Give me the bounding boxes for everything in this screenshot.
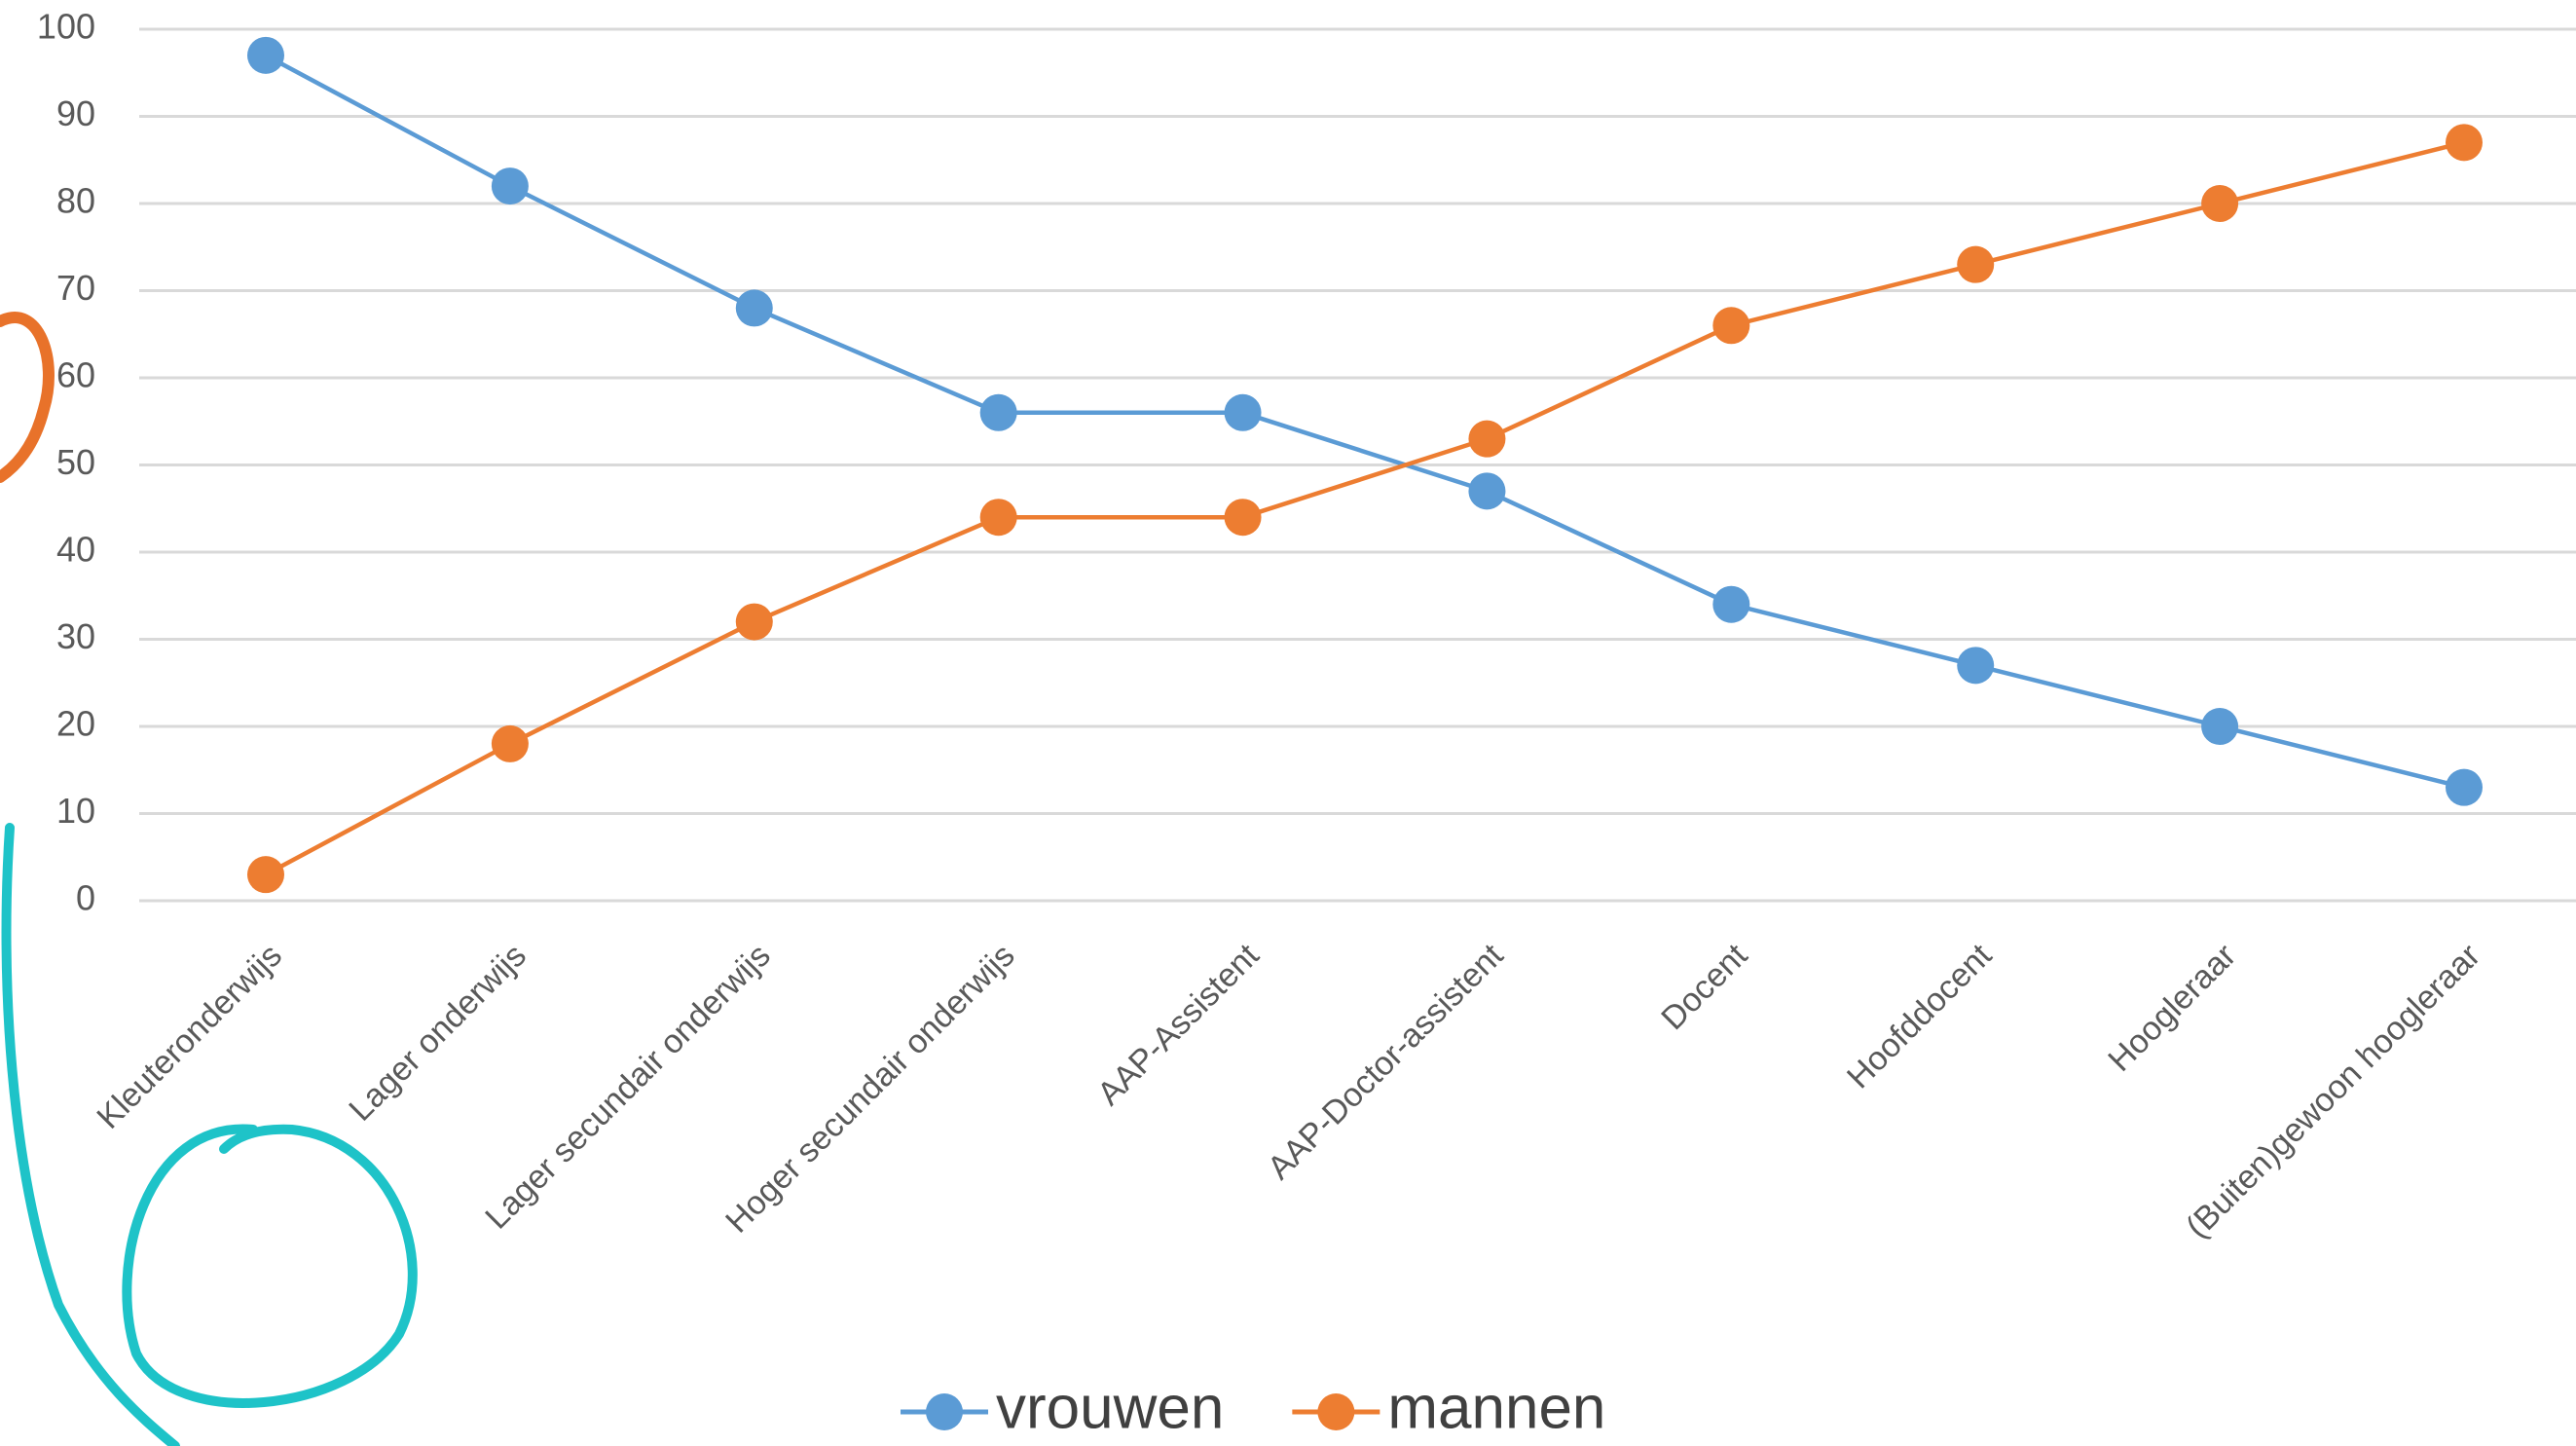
x-tick-label: (Buiten)gewoon hoogleraar (2179, 937, 2487, 1245)
x-tick-label: Hoger secundair onderwijs (718, 937, 1022, 1241)
data-point (247, 36, 284, 74)
x-tick-label: Lager secundair onderwijs (478, 937, 778, 1237)
y-tick-label: 10 (56, 791, 95, 831)
cyan-scribble (1, 823, 180, 1446)
data-point (247, 856, 284, 894)
y-tick-label: 100 (37, 7, 95, 47)
decoration (0, 312, 418, 1446)
x-tick-label: Kleuteronderwijs (90, 937, 289, 1136)
orange-scribble (0, 312, 55, 483)
data-point (2201, 185, 2239, 222)
data-point (2446, 124, 2483, 162)
x-tick-label: Hoogleraar (2101, 937, 2243, 1079)
x-tick-label: Docent (1654, 937, 1754, 1037)
x-tick-label: Hoofddocent (1840, 937, 2000, 1096)
y-tick-label: 20 (56, 704, 95, 744)
data-point (1224, 499, 1262, 537)
y-tick-label: 40 (56, 530, 95, 570)
data-point (979, 499, 1017, 537)
legend-marker (926, 1393, 963, 1430)
y-tick-label: 80 (56, 181, 95, 221)
data-point (979, 393, 1017, 431)
y-tick-label: 50 (56, 442, 95, 482)
cyan-circle (122, 1124, 418, 1408)
series-line (264, 53, 2465, 790)
y-tick-label: 30 (56, 616, 95, 656)
data-point (2446, 768, 2483, 806)
data-point (735, 289, 773, 327)
x-tick-label: AAP-Assistent (1090, 937, 1267, 1113)
y-tick-label: 90 (56, 93, 95, 133)
legend-marker (1317, 1393, 1355, 1430)
series-line (264, 140, 2465, 877)
x-tick-label: Lager onderwijs (342, 937, 534, 1129)
data-point (491, 167, 529, 205)
data-point (2201, 708, 2239, 745)
data-point (1957, 245, 1995, 283)
data-point (1712, 585, 1750, 623)
data-point (1468, 420, 1506, 458)
y-tick-label: 70 (56, 268, 95, 308)
data-point (491, 724, 529, 762)
legend-label: vrouwen (996, 1374, 1224, 1441)
data-point (1468, 472, 1506, 510)
x-tick-label: AAP-Doctor-assistent (1261, 937, 1511, 1187)
y-tick-label: 60 (56, 355, 95, 395)
data-point (735, 603, 773, 641)
data-point (1712, 307, 1750, 345)
data-point (1224, 393, 1262, 431)
grid (139, 27, 2576, 903)
data-point (1957, 647, 1995, 685)
legend-label: mannen (1387, 1374, 1605, 1441)
y-tick-label: 0 (76, 878, 95, 918)
